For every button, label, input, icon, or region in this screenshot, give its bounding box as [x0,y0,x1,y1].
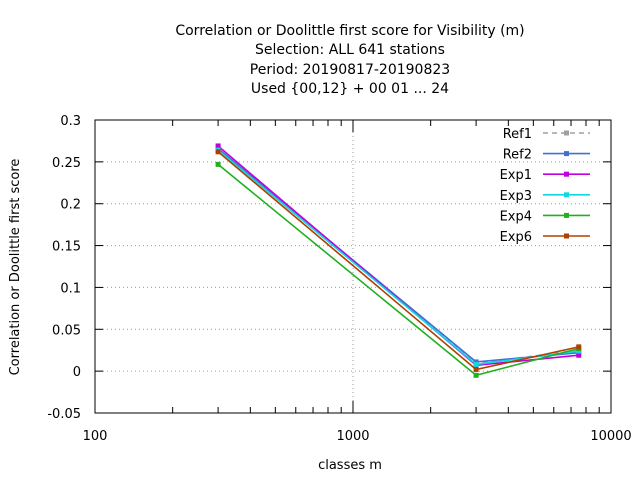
y-axis-label: Correlation or Doolittle first score [8,159,23,376]
legend-label-ref2: Ref2 [503,148,532,163]
x-tick-label: 100 [83,429,108,444]
data-point-exp6 [576,344,582,350]
data-point-exp4 [215,161,221,167]
data-point-exp1 [215,143,221,149]
y-tick-label: 0.2 [60,198,81,213]
title-line-1: Correlation or Doolittle first score for… [175,23,524,39]
data-point-exp1 [576,352,582,358]
y-tick-label: 0.15 [52,240,81,255]
y-tick-label: 0.3 [60,114,81,129]
series-lines [215,143,582,378]
legend-label-exp6: Exp6 [500,230,532,245]
data-point-exp6 [473,366,479,372]
x-axis-label: classes m [318,458,382,473]
y-tick-label: 0.25 [52,156,81,171]
series-line-exp6 [217,151,579,371]
data-point-exp3 [473,361,479,367]
legend-marker-exp6 [564,233,569,239]
plot-frame [94,119,612,414]
y-tick-label: 0.1 [60,281,81,296]
x-tick-label: 1000 [336,429,369,444]
data-point-exp3 [576,348,582,354]
legend-marker-exp4 [564,212,569,218]
legend-marker-exp1 [564,171,569,177]
data-point-exp6 [215,149,221,155]
legend-label-exp1: Exp1 [500,168,532,183]
legend: Ref1 Ref2 Exp1 Exp3 Exp4 Exp6 [500,127,590,245]
legend-marker-ref1 [564,130,569,136]
axis-ticks: -0.05 0 0.05 0.1 0.15 0.2 0.25 0.3 100 1000 10000 [47,114,631,444]
grid-lines [95,120,611,413]
legend-marker-ref2 [564,151,569,157]
legend-label-ref1: Ref1 [503,127,532,142]
y-tick-label: 0.05 [52,323,81,338]
chart-title: Correlation or Doolittle first score for… [175,23,524,97]
x-tick-label: 10000 [590,429,631,444]
legend-label-exp3: Exp3 [500,189,532,204]
legend-marker-exp3 [564,192,569,198]
y-tick-label: 0 [73,365,81,380]
title-line-2: Selection: ALL 641 stations [255,42,445,58]
title-line-4: Used {00,12} + 00 01 ... 24 [251,81,449,97]
data-point-exp4 [473,372,479,378]
y-tick-label: -0.05 [47,407,81,422]
title-line-3: Period: 20190817-20190823 [250,62,450,78]
legend-label-exp4: Exp4 [500,209,532,224]
data-point-ref2 [473,359,479,365]
